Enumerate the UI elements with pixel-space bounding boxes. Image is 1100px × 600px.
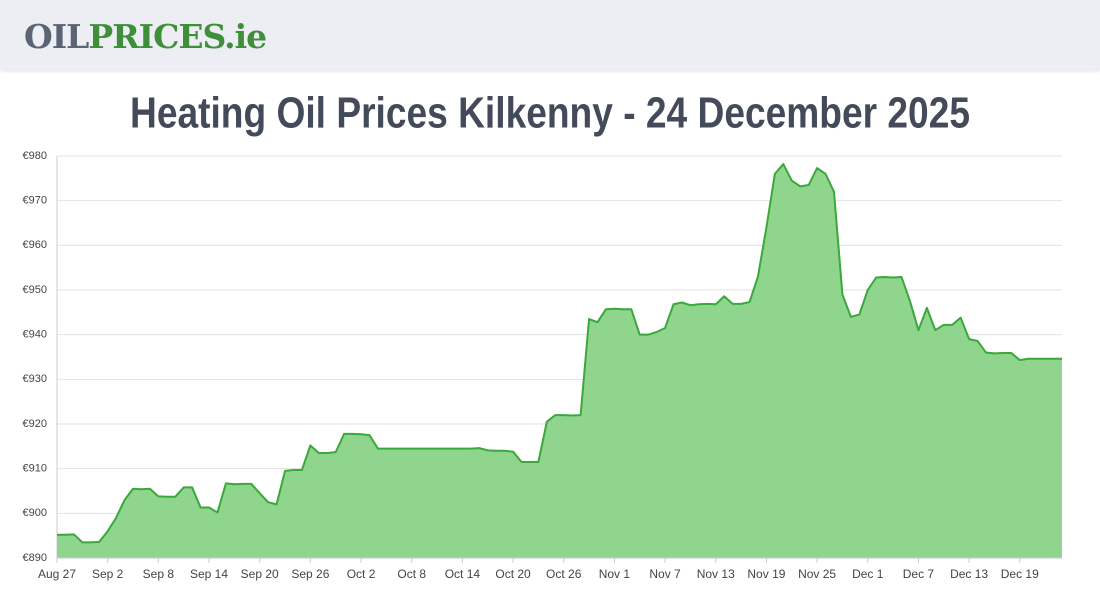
chart-title: Heating Oil Prices Kilkenny - 24 Decembe… (130, 89, 970, 138)
x-tick-label: Sep 14 (190, 567, 228, 581)
x-tick-label: Nov 7 (649, 567, 681, 581)
y-tick-label: €930 (23, 373, 47, 385)
y-tick-label: €950 (23, 284, 47, 296)
x-tick-label: Dec 7 (903, 567, 935, 581)
x-tick-label: Oct 26 (546, 567, 582, 581)
x-tick-label: Sep 26 (291, 567, 329, 581)
y-tick-label: €920 (23, 418, 47, 430)
x-tick-label: Oct 14 (445, 567, 481, 581)
x-tick-label: Oct 8 (397, 567, 426, 581)
logo-part: PRICES.ie (88, 17, 267, 56)
x-tick-label: Nov 25 (798, 567, 836, 581)
y-tick-label: €940 (23, 329, 47, 341)
x-tick-label: Sep 8 (143, 567, 175, 581)
y-tick-label: €980 (23, 150, 47, 162)
line (57, 163, 1062, 544)
x-tick-label: Aug 27 (38, 567, 76, 581)
header: OILPRICES.ie (0, 0, 1100, 70)
x-tick-label: Dec 13 (950, 567, 988, 581)
x-tick-label: Nov 13 (697, 567, 735, 581)
y-tick-label: €890 (23, 552, 47, 564)
x-tick-label: Dec 19 (1001, 567, 1039, 581)
y-tick-label: €970 (23, 195, 47, 207)
logo-part: OIL (24, 17, 89, 56)
x-tick-label: Dec 1 (852, 567, 884, 581)
x-tick-label: Nov 1 (599, 567, 631, 581)
y-tick-label: €900 (23, 507, 47, 519)
area (57, 164, 1062, 559)
x-tick-label: Oct 2 (347, 567, 376, 581)
x-tick-label: Nov 19 (747, 567, 785, 581)
y-tick-label: €910 (23, 463, 47, 475)
y-tick-label: €960 (23, 239, 47, 251)
x-tick-label: Sep 2 (92, 567, 124, 581)
x-tick-label: Sep 20 (241, 567, 279, 581)
x-tick-label: Oct 20 (495, 567, 531, 581)
logo[interactable]: OILPRICES.ie (24, 17, 267, 56)
